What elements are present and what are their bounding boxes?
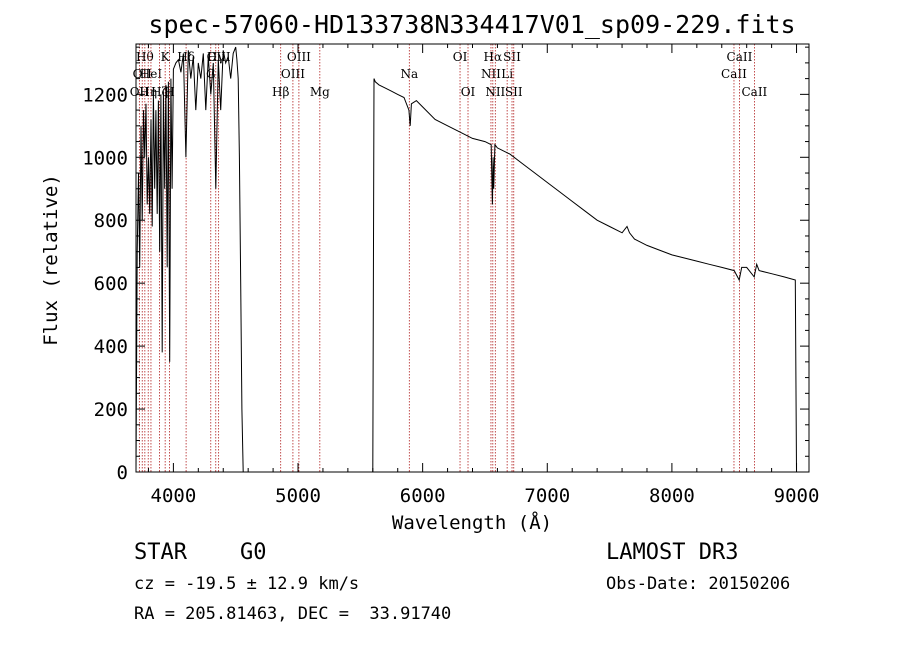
line-label: HeI (140, 67, 163, 81)
obs-date: Obs-Date: 20150206 (606, 574, 791, 594)
line-label: Hθ (136, 50, 154, 64)
x-tick-label: 5000 (275, 485, 321, 507)
axis-ticks: 4000 5000 6000 7000 8000 9000 0 200 400 600 800 100… (82, 44, 819, 507)
y-tick-label: 0 (117, 462, 128, 484)
line-label: Na (400, 67, 418, 81)
x-tick-label: 8000 (649, 485, 695, 507)
line-label: CaII (741, 85, 767, 99)
subclass: G0 (240, 540, 267, 565)
object-type: STAR (134, 540, 187, 565)
x-tick-label: 9000 (774, 485, 820, 507)
redshift-value: cz = -19.5 ± 12.9 km/s (134, 574, 360, 594)
chart-title: spec-57060-HD133738N334417V01_sp09-229.f… (148, 10, 795, 39)
line-label: H (164, 85, 174, 99)
line-label: OIII (281, 67, 305, 81)
line-label: Hδ (177, 50, 195, 64)
plot-frame (135, 43, 810, 473)
line-label: Li (501, 67, 513, 81)
line-label: OI (453, 50, 468, 64)
survey-name: LAMOST DR3 (606, 540, 739, 565)
y-tick-label: 200 (94, 399, 128, 421)
line-label: NII (485, 85, 505, 99)
line-label: OIII (287, 50, 311, 64)
y-tick-label: 800 (94, 210, 128, 232)
y-tick-label: 1200 (82, 84, 128, 106)
y-tick-label: 1000 (82, 147, 128, 169)
line-label: CaII (721, 67, 747, 81)
line-label: G (206, 67, 216, 81)
x-tick-label: 7000 (524, 485, 570, 507)
line-label: SII (503, 50, 521, 64)
coordinates: RA = 205.81463, DEC = 33.91740 (134, 604, 452, 624)
y-tick-label: 600 (94, 273, 128, 295)
line-label: Hβ (272, 85, 289, 99)
line-label: K (161, 50, 171, 64)
y-axis-label: Flux (relative) (40, 174, 62, 346)
line-label: Hα (484, 50, 503, 64)
line-label: Hγ (207, 50, 225, 64)
x-tick-label: 6000 (400, 485, 446, 507)
line-label: SII (505, 85, 523, 99)
line-label: Mg (310, 85, 330, 99)
line-label: CaII (727, 50, 753, 64)
line-label: OII (133, 67, 153, 81)
x-axis-label: Wavelength (Å) (392, 511, 552, 534)
line-label: OI (461, 85, 476, 99)
spectrum-line (135, 46, 797, 473)
line-label: OII (130, 85, 150, 99)
x-tick-label: 4000 (151, 485, 197, 507)
line-label: Hζ (151, 85, 168, 99)
line-label: Hη (139, 85, 157, 99)
y-tick-label: 400 (94, 336, 128, 358)
emission-line-markers: OIIOIIHθHηHeIHζKHHδGHγOIIIHβOIIIOIIIMgNa… (130, 44, 768, 472)
line-label: NII (481, 67, 501, 81)
